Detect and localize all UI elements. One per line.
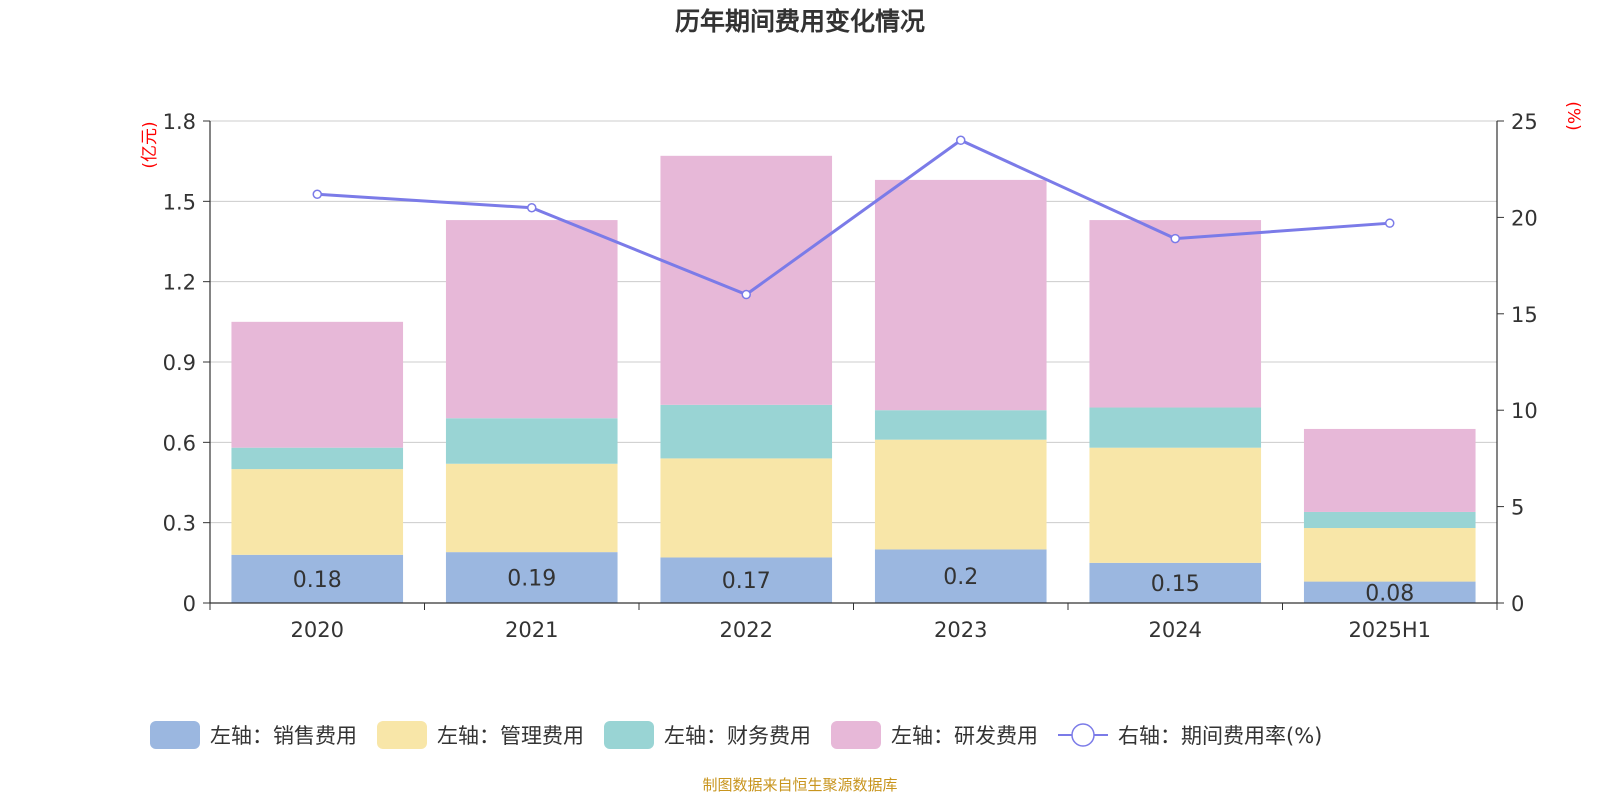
bar-segment: [1089, 407, 1262, 448]
bar-value-label: 0.08: [1365, 581, 1414, 606]
legend-swatch: [604, 721, 654, 749]
line-point: [527, 203, 537, 213]
bar-segment: [874, 179, 1047, 411]
chart-title: 历年期间费用变化情况: [674, 7, 925, 36]
right-tick-label: 25: [1511, 110, 1538, 134]
bar-segment: [231, 554, 404, 603]
expense-rate-polyline: [317, 138, 1390, 297]
right-axis-unit-label: (%): [1563, 101, 1583, 130]
legend-label: 左轴：管理费用: [437, 724, 584, 748]
bar-segment: [1089, 562, 1262, 603]
bar-segment: [660, 458, 833, 558]
bar-segment: [231, 469, 404, 555]
bar-segment: [874, 549, 1047, 603]
bar-segment: [231, 321, 404, 448]
line-point: [1385, 218, 1395, 228]
legend-label: 左轴：研发费用: [891, 724, 1038, 748]
bar-value-label: 0.2: [943, 565, 978, 590]
x-tick-label: 2024: [1149, 618, 1202, 642]
x-tick-label: 2021: [505, 618, 558, 642]
left-tick-label: 0.3: [163, 512, 196, 536]
right-tick-label: 20: [1511, 206, 1538, 230]
line-point: [1170, 233, 1180, 244]
bar-segment: [445, 463, 618, 553]
bar-segment: [445, 418, 618, 464]
legend-swatch: [831, 721, 881, 749]
left-tick-label: 0.9: [163, 351, 196, 375]
axes: 0 0.3 0.6 0.9 1.2 1.5 1.8 0 5 10 15 20 25 (亿元) (%) 2020…: [140, 101, 1583, 642]
bar-segment: [1089, 447, 1262, 563]
legend-label: 左轴：财务费用: [664, 724, 811, 748]
bar-segment: [445, 220, 618, 419]
left-tick-label: 1.5: [163, 190, 196, 214]
bar-value-label: 0.19: [507, 567, 556, 592]
gridlines: [210, 120, 1497, 524]
left-tick-label: 0: [183, 592, 196, 616]
legend-item: 左轴：管理费用: [377, 721, 584, 749]
right-tick-label: 0: [1511, 592, 1524, 616]
legend-circle-icon: [1071, 723, 1095, 747]
bar-segment: [231, 447, 404, 470]
bar-segment: [660, 155, 833, 405]
bar-value-label: 0.18: [293, 568, 342, 593]
bar-stacks: [231, 155, 1476, 603]
x-tick-label: 2020: [291, 618, 344, 642]
x-tick-label: 2025H1: [1348, 618, 1431, 642]
bar-value-label: 0.15: [1151, 572, 1200, 597]
bar-segment: [1303, 528, 1476, 582]
legend: 左轴：销售费用 左轴：管理费用 左轴：财务费用 左轴：研发费用 右轴：期间费用率(%): [150, 721, 1322, 749]
legend-label: 右轴：期间费用率(%): [1118, 724, 1322, 748]
legend-item: 左轴：研发费用: [831, 721, 1038, 749]
x-tick-label: 2023: [934, 618, 987, 642]
left-tick-label: 1.8: [163, 110, 196, 134]
left-tick-label: 1.2: [163, 271, 196, 295]
right-tick-label: 10: [1511, 399, 1538, 423]
bar-segment: [874, 439, 1047, 550]
bar-value-label: 0.17: [722, 569, 771, 594]
bar-segment: [445, 552, 618, 603]
data-labels: 0.18 0.19 0.17 0.2 0.15 0.08: [293, 565, 1414, 606]
bar-segment: [1089, 220, 1262, 408]
expense-rate-line: [312, 135, 1395, 300]
left-tick-label: 0.6: [163, 431, 196, 455]
legend-item: 右轴：期间费用率(%): [1058, 723, 1322, 748]
right-tick-label: 15: [1511, 303, 1538, 327]
left-axis-unit-label: (亿元): [140, 121, 160, 168]
bar-segment: [660, 404, 833, 459]
bar-segment: [874, 410, 1047, 440]
source-note: 制图数据来自恒生聚源数据库: [702, 776, 898, 794]
legend-item: 左轴：销售费用: [150, 721, 357, 749]
line-point: [956, 135, 966, 146]
legend-swatch: [377, 721, 427, 749]
legend-swatch: [150, 721, 200, 749]
x-tick-label: 2022: [720, 618, 773, 642]
legend-item: 左轴：财务费用: [604, 721, 811, 749]
right-tick-label: 5: [1511, 496, 1524, 520]
line-point: [312, 189, 322, 200]
bar-segment: [1303, 581, 1476, 603]
legend-label: 左轴：销售费用: [210, 724, 357, 748]
bar-segment: [1303, 511, 1476, 529]
bar-segment: [660, 557, 833, 603]
bar-segment: [1303, 428, 1476, 512]
line-point: [741, 289, 751, 300]
